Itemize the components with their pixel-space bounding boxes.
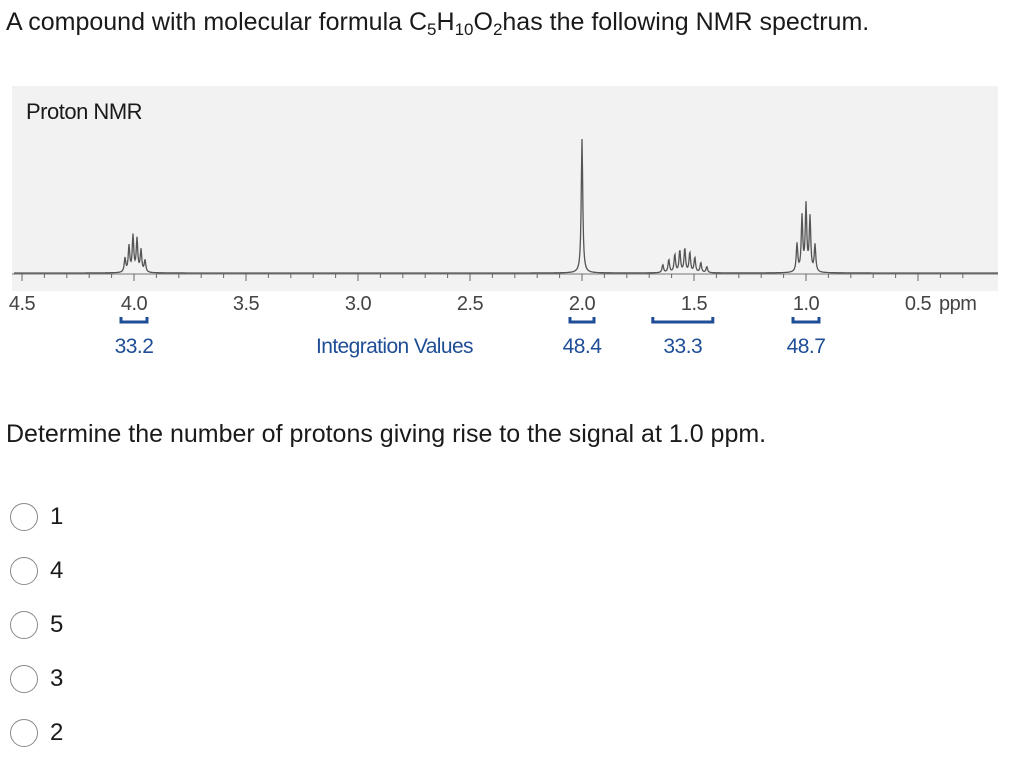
integration-bracket <box>119 317 149 324</box>
integration-value: 48.7 <box>787 335 826 358</box>
option-label: 2 <box>50 719 64 746</box>
integration-marks: 33.2 48.4 33.3 48.7 <box>115 317 826 358</box>
x-tick-label: 2.5 <box>457 293 484 315</box>
x-tick-label: 1.5 <box>681 293 708 315</box>
integration-bracket <box>791 317 821 324</box>
axis-labels: 4.5 4.0 3.5 3.0 2.5 2.0 1.5 1.0 0.5 ppm <box>9 293 977 315</box>
question-prompt: Determine the number of protons giving r… <box>6 420 767 448</box>
hydrogen-count: 10 <box>454 20 474 39</box>
x-tick-label: 3.0 <box>345 293 372 315</box>
x-tick-label: 1.0 <box>793 293 820 315</box>
radio-button[interactable] <box>10 719 38 747</box>
spectrum-trace <box>14 138 998 274</box>
integration-value: 33.3 <box>663 335 702 358</box>
integration-value: 48.4 <box>563 335 603 358</box>
answer-option-2[interactable]: 2 <box>10 706 63 760</box>
integration-value: 33.2 <box>115 335 154 358</box>
x-tick-label: 4.0 <box>121 293 148 315</box>
option-label: 1 <box>50 503 64 530</box>
x-tick-label: 2.0 <box>569 293 596 315</box>
radio-button[interactable] <box>10 503 38 531</box>
radio-button[interactable] <box>10 611 38 639</box>
x-tick-label: 4.5 <box>9 293 36 315</box>
x-axis-unit: ppm <box>939 293 976 315</box>
nmr-spectrum: Proton NMR 4.5 4.0 3.5 3.0 2.5 2.0 1.5 1.0 0.5 pp… <box>9 86 998 358</box>
oxygen-count: 2 <box>492 20 503 39</box>
oxygen-letter: O <box>473 8 493 36</box>
axis-ticks <box>12 273 998 281</box>
option-label: 4 <box>50 557 64 584</box>
spectrum-title: Proton NMR <box>26 99 142 124</box>
question-text-end: has the following NMR spectrum. <box>502 8 870 36</box>
question-header: A compound with molecular formula C5H10O… <box>6 6 869 38</box>
integration-values-label: Integration Values <box>316 335 473 358</box>
answer-option-5[interactable]: 5 <box>10 598 63 652</box>
spectrum-trace-group <box>14 138 998 274</box>
option-label: 3 <box>50 665 64 692</box>
answer-options: 1 4 5 3 2 <box>10 490 63 760</box>
answer-option-3[interactable]: 3 <box>10 652 63 706</box>
question-text-start: A compound with molecular formula C <box>6 8 428 36</box>
x-tick-label: 0.5 <box>905 293 932 315</box>
option-label: 5 <box>50 611 64 638</box>
plot-background <box>12 86 998 291</box>
integration-bracket <box>568 317 596 324</box>
radio-button[interactable] <box>10 557 38 585</box>
answer-option-1[interactable]: 1 <box>10 490 63 544</box>
integration-bracket <box>651 317 715 324</box>
answer-option-4[interactable]: 4 <box>10 544 63 598</box>
radio-button[interactable] <box>10 665 38 693</box>
hydrogen-letter: H <box>436 8 455 36</box>
carbon-count: 5 <box>427 20 437 39</box>
x-tick-label: 3.5 <box>233 293 260 315</box>
